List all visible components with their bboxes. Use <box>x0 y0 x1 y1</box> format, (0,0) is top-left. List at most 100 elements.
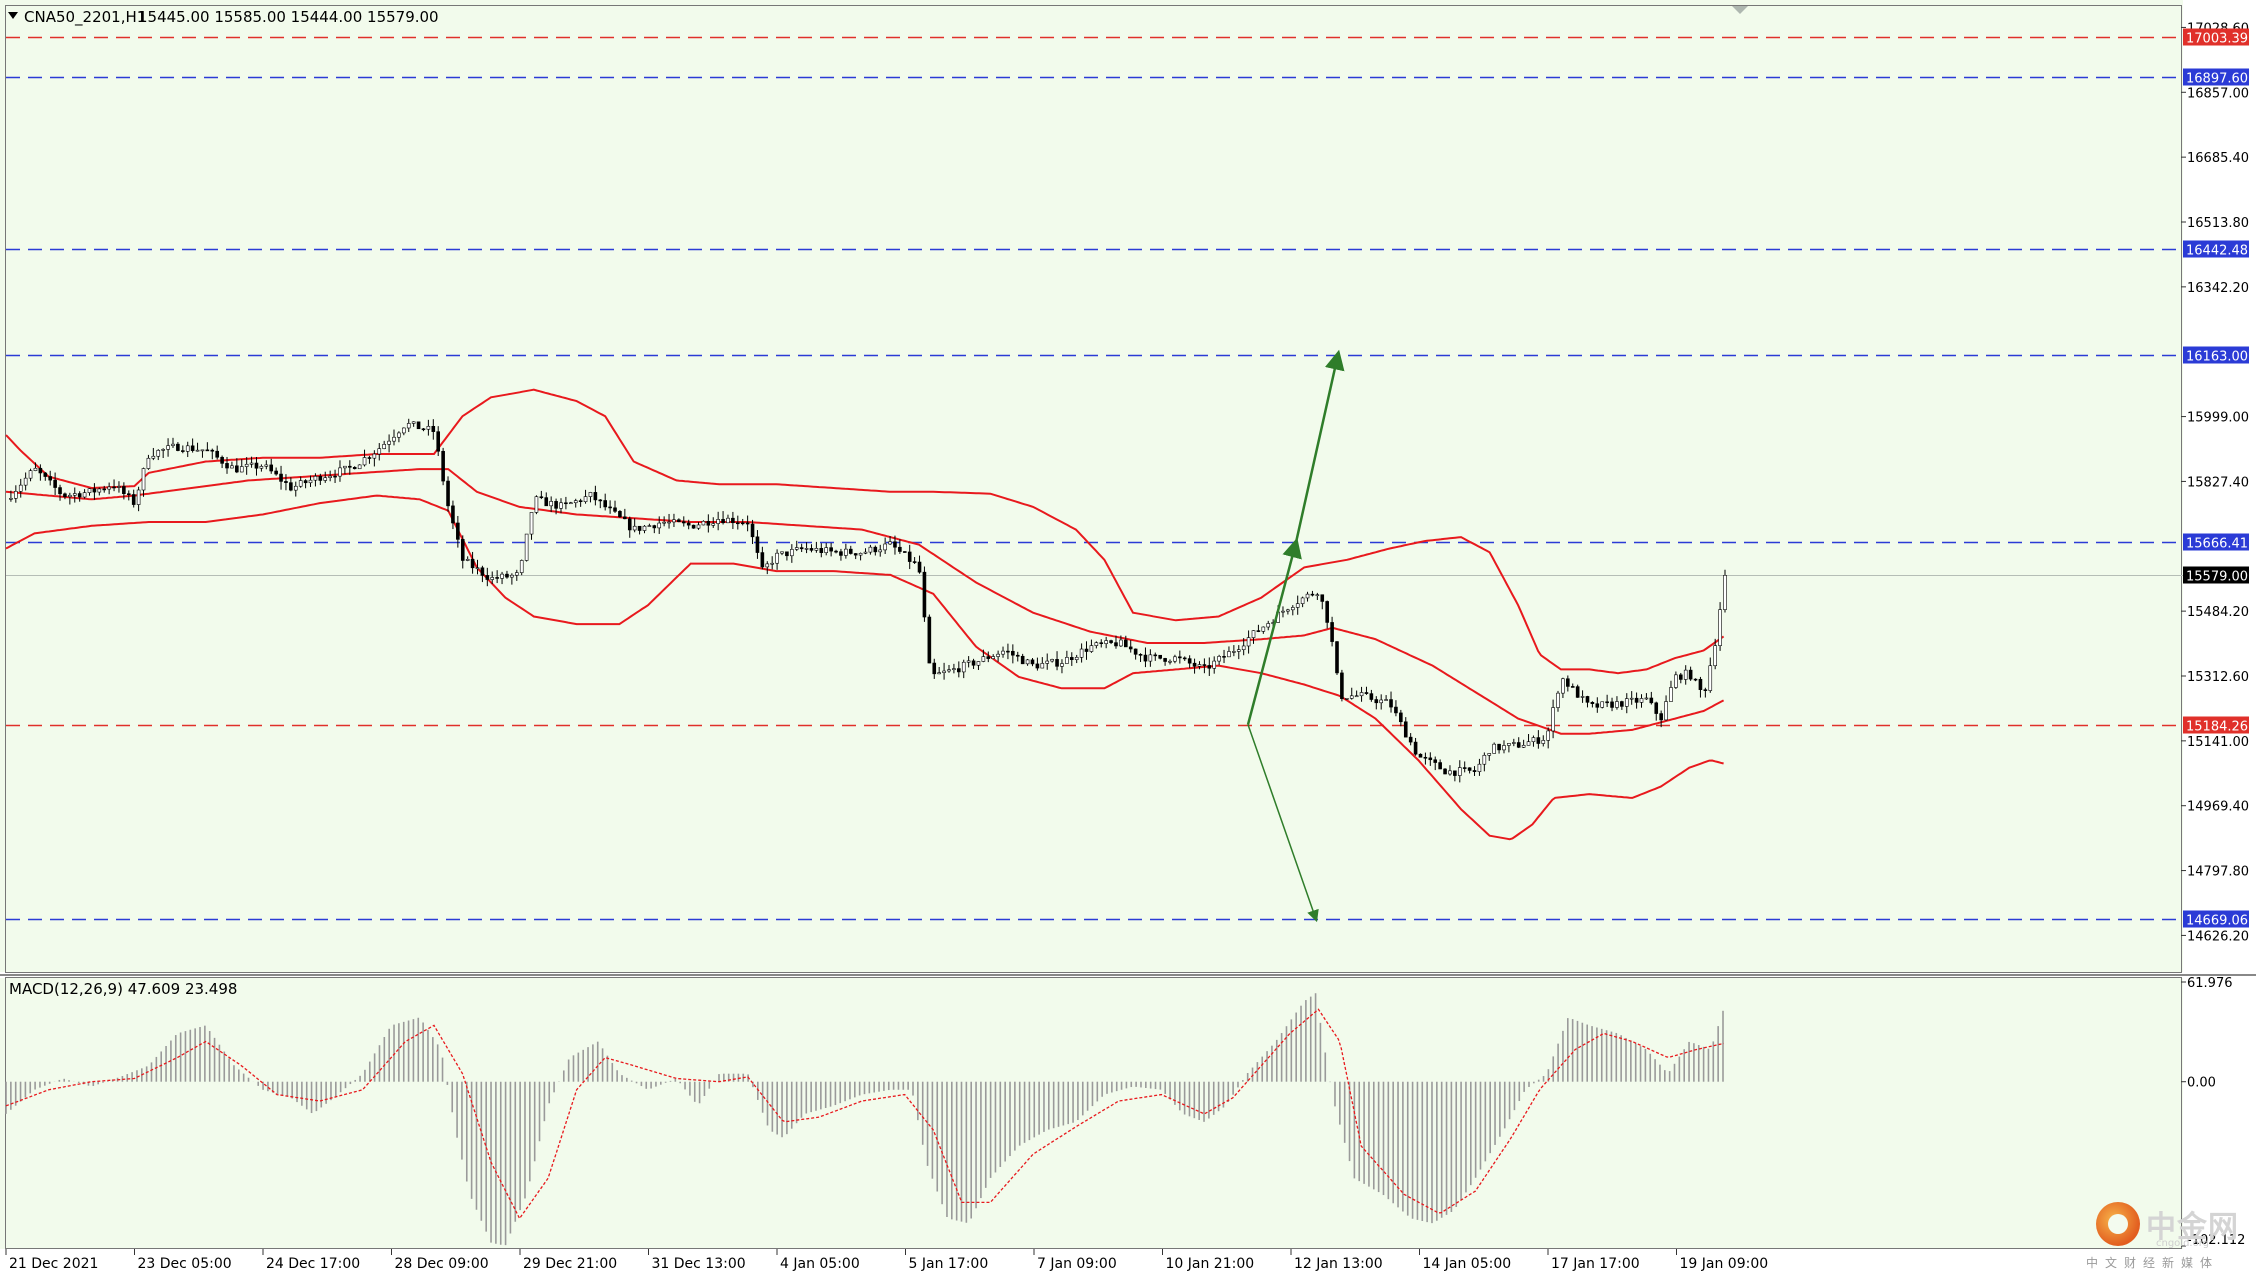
candle-body <box>1678 674 1683 680</box>
candle-body <box>1114 642 1118 647</box>
candle-body <box>1590 702 1595 705</box>
candle-body <box>244 463 249 467</box>
candle-body <box>323 477 328 481</box>
time-tick-label-9: 10 Jan 21:00 <box>1166 1256 1255 1272</box>
candle-body <box>755 536 760 553</box>
time-tick-label-1: 23 Dec 05:00 <box>138 1256 232 1272</box>
candle-body <box>387 440 391 445</box>
candle-body <box>1006 650 1010 653</box>
candle-body <box>731 517 735 524</box>
candle-body <box>293 485 298 491</box>
candle-body <box>1261 626 1266 632</box>
candle-body <box>824 547 829 553</box>
candle-body <box>1561 678 1565 694</box>
candle-body <box>981 656 986 662</box>
candle-body <box>82 492 87 498</box>
candle-body <box>868 546 873 553</box>
candle-body <box>593 492 598 501</box>
candle-body <box>647 525 652 527</box>
time-tick-label-7: 5 Jan 17:00 <box>909 1256 989 1272</box>
candle-body <box>441 450 445 482</box>
candle-body <box>77 493 82 498</box>
candle-body <box>1055 659 1059 667</box>
time-axis: 21 Dec 2021 23 Dec 05:00 24 Dec 17:00 28 De… <box>5 1249 1768 1272</box>
publisher-watermark: 中金网 cngold.org 中文财经新媒体 <box>2086 1198 2246 1270</box>
candle-body <box>1349 695 1354 699</box>
candle-body <box>1428 757 1433 761</box>
candle-body <box>1305 593 1310 599</box>
candle-body <box>411 421 416 424</box>
candle-body <box>1173 656 1177 662</box>
time-tick-label-10: 12 Jan 13:00 <box>1294 1256 1383 1272</box>
candle-body <box>1256 630 1261 632</box>
candle-body <box>131 494 136 505</box>
candle-body <box>1615 701 1619 708</box>
candle-body <box>1595 703 1600 708</box>
candle-body <box>1286 609 1290 612</box>
candle-body <box>141 468 146 491</box>
candle-body <box>303 480 308 484</box>
candle-body <box>87 488 92 493</box>
candle-body <box>146 457 151 469</box>
macd-signal-line <box>5 1008 1724 1220</box>
candle-body <box>794 547 799 550</box>
candle-body <box>274 470 278 475</box>
candle-body <box>1158 654 1162 659</box>
candle-body <box>564 502 568 505</box>
candle-body <box>937 672 941 675</box>
candle-body <box>446 480 450 507</box>
candle-body <box>1467 767 1472 771</box>
level-label-box-4 <box>2183 533 2249 551</box>
chart-menu-triangle-icon[interactable] <box>8 12 18 19</box>
candle-body <box>1001 650 1005 655</box>
price-tick-label-2: 16685.40 <box>2187 151 2249 166</box>
candle-body <box>1069 657 1074 660</box>
candle-body <box>996 653 1000 657</box>
chart-shift-marker-icon[interactable] <box>1732 6 1748 14</box>
candle-body <box>1384 699 1388 701</box>
candle-body <box>313 475 318 481</box>
candle-body <box>1178 656 1182 659</box>
candle-body <box>1575 686 1580 698</box>
candle-body <box>392 436 396 442</box>
candle-body <box>1629 697 1634 700</box>
candle-body <box>1300 597 1305 604</box>
candle-body <box>18 484 23 492</box>
candle-body <box>1674 674 1678 688</box>
candle-body <box>1443 768 1447 775</box>
candle-body <box>691 524 696 529</box>
chart-ohlc-values: 15445.00 15585.00 15444.00 15579.00 <box>138 8 439 26</box>
candle-body <box>1364 692 1369 694</box>
candle-body <box>1124 639 1128 648</box>
candle-body <box>559 502 563 509</box>
candle-body <box>1438 762 1442 770</box>
time-tick-label-12: 17 Jan 17:00 <box>1551 1256 1640 1272</box>
price-tick-label-4: 16342.20 <box>2187 281 2249 296</box>
candle-body <box>289 482 293 491</box>
candle-body <box>750 523 755 538</box>
candle-body <box>480 567 485 576</box>
candle-body <box>1713 645 1717 667</box>
level-label-5: 15184.26 <box>2186 720 2248 735</box>
candle-body <box>1639 698 1644 703</box>
candle-body <box>249 462 254 465</box>
level-label-box-6 <box>2183 910 2249 928</box>
candle-body <box>1723 575 1727 610</box>
time-axis-background <box>0 1249 2256 1276</box>
candle-body <box>1011 650 1015 656</box>
candle-body <box>858 552 863 556</box>
candle-body <box>1512 742 1516 744</box>
candle-body <box>38 467 43 474</box>
macd-axis: 61.976 0.00 -102.112 <box>2181 976 2245 1248</box>
macd-tick-label-1: 0.00 <box>2187 1076 2216 1091</box>
candle-body <box>181 450 185 452</box>
candle-body <box>485 575 490 580</box>
candle-body <box>510 574 514 578</box>
candle-body <box>519 560 524 573</box>
candle-body <box>1109 640 1113 643</box>
candle-body <box>161 449 165 451</box>
candle-body <box>269 464 274 472</box>
candle-body <box>1453 770 1457 776</box>
candle-body <box>1232 651 1236 653</box>
